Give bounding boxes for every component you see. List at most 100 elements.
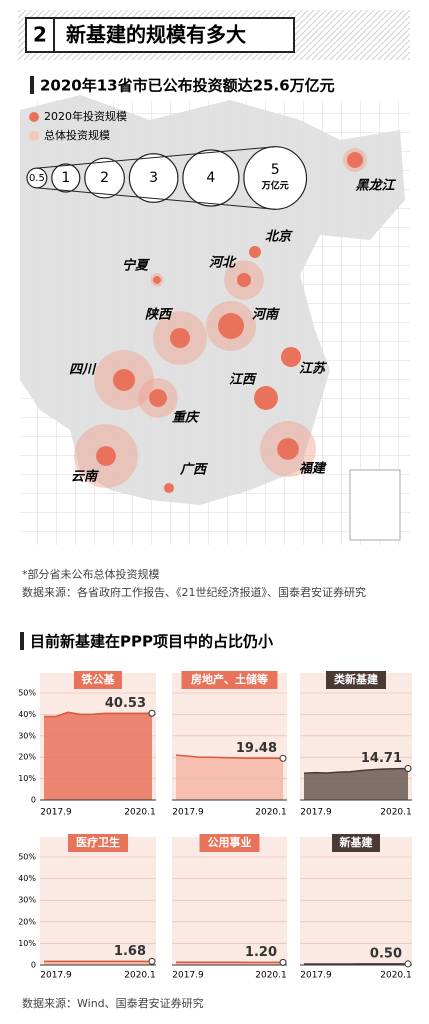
scale-label: 2: [100, 170, 109, 186]
invest-bubble: [254, 386, 278, 410]
line: [175, 754, 284, 760]
legend-label: 2020年投资规模: [44, 109, 127, 123]
y-tick-label: 10%: [18, 939, 36, 948]
map-source: 数据来源：各省政府工作报告、《21世纪经济报道》、国泰君安证券研究: [22, 585, 366, 599]
area: [44, 961, 152, 965]
x-tick-label: 2020.1: [255, 971, 287, 981]
province-label: 福建: [299, 461, 327, 477]
map-title: 2020年13省市已公布投资额达25.6万亿元: [40, 77, 335, 95]
y-tick-label: 0: [31, 961, 36, 970]
chart-tag: [332, 834, 380, 852]
chart-tag: [326, 671, 386, 689]
source: 数据来源：Wind、国泰君安证券研究: [22, 996, 204, 1010]
section-title: 目前新基建在PPP项目中的占比仍小: [30, 633, 273, 651]
x-tick-label: 2020.1: [380, 971, 412, 981]
scale-cone: [36, 146, 276, 169]
y-tick-label: 50%: [18, 853, 36, 862]
province-label: 江西: [229, 372, 258, 388]
y-tick-label: 10%: [18, 774, 36, 783]
y-tick-label: 50%: [18, 689, 36, 698]
invest-bubble: [281, 347, 301, 367]
x-tick-label: 2020.1: [255, 808, 287, 818]
scale-circle: [182, 149, 240, 207]
legend-dot: [29, 112, 39, 122]
value-label: 1.68: [114, 944, 146, 959]
area: [44, 712, 152, 800]
y-tick-label: 30%: [18, 731, 36, 740]
scale-label: 5: [271, 162, 280, 178]
invest-bubble: [346, 151, 364, 169]
x-tick-label: 2020.1: [124, 808, 156, 818]
line: [303, 767, 409, 774]
chart-tag: [199, 834, 260, 852]
x-tick-label: 2020.1: [380, 808, 412, 818]
value-label: 14.71: [361, 751, 402, 766]
invest-bubble: [249, 246, 261, 258]
header-title: 新基建的规模有多大: [66, 23, 246, 47]
scale-circle: [51, 163, 81, 193]
chart-tag: [181, 671, 278, 689]
map-note: *部分省未公布总体投资规模: [22, 567, 160, 581]
chart-tag: [68, 834, 128, 852]
header-number: 2: [33, 23, 47, 47]
chart-title: 公用事业: [208, 835, 252, 849]
map-inset: [349, 469, 401, 541]
x-tick-label: 2017.9: [300, 971, 332, 981]
scale-circle: [84, 157, 125, 199]
province-label: 陕西: [145, 307, 174, 323]
invest-bubble: [218, 313, 244, 339]
end-dot: [404, 960, 412, 968]
chart-title: 房地产、土储等: [191, 672, 268, 686]
value-label: 19.48: [236, 741, 277, 756]
value-label: 1.20: [245, 945, 277, 960]
scale-unit: 万亿元: [261, 180, 289, 192]
header-box: [53, 17, 295, 53]
y-tick-label: 40%: [18, 874, 36, 883]
x-tick-label: 2020.1: [124, 971, 156, 981]
scale-circle: [128, 153, 179, 203]
area: [176, 755, 283, 800]
value-label: 0.50: [370, 946, 402, 961]
scale-label: 4: [206, 170, 215, 186]
x-tick-label: 2017.9: [40, 971, 72, 981]
invest-bubble: [149, 389, 167, 407]
legend-label: 总体投资规模: [44, 128, 110, 142]
chart-title: 新基建: [340, 835, 374, 849]
invest-bubble: [277, 438, 299, 460]
province-label: 河南: [252, 307, 280, 323]
header-box: [25, 17, 55, 53]
province-label: 江苏: [299, 361, 327, 377]
province-label: 河北: [209, 255, 237, 271]
x-tick-label: 2017.9: [172, 808, 204, 818]
x-tick-label: 2017.9: [40, 808, 72, 818]
province-label: 广西: [179, 462, 209, 478]
province-label: 重庆: [172, 410, 201, 426]
invest-bubble: [170, 328, 190, 348]
scale-circle: [243, 146, 308, 210]
province-label: 四川: [69, 363, 97, 378]
value-label: 40.53: [105, 696, 146, 711]
scale-label: 1: [61, 170, 70, 186]
province-label: 黑龙江: [355, 178, 396, 194]
invest-bubble: [112, 368, 136, 392]
x-tick-label: 2017.9: [300, 808, 332, 818]
end-dot: [279, 958, 287, 966]
scale-label: 3: [149, 170, 158, 186]
invest-bubble: [163, 482, 175, 494]
y-tick-label: 20%: [18, 753, 36, 762]
end-dot: [279, 754, 287, 762]
end-dot: [404, 765, 412, 773]
chart-title: 类新基建: [334, 672, 379, 686]
end-dot: [148, 709, 156, 717]
legend-dot: [29, 131, 39, 141]
chart-title: 医疗卫生: [76, 835, 120, 849]
y-tick-label: 20%: [18, 917, 36, 926]
end-dot: [148, 957, 156, 965]
title-bar: [30, 76, 34, 94]
invest-bubble: [96, 446, 116, 466]
invest-bubble: [237, 273, 251, 287]
x-tick-label: 2017.9: [172, 971, 204, 981]
map-shape: [20, 95, 405, 505]
scale-cone: [36, 187, 276, 210]
